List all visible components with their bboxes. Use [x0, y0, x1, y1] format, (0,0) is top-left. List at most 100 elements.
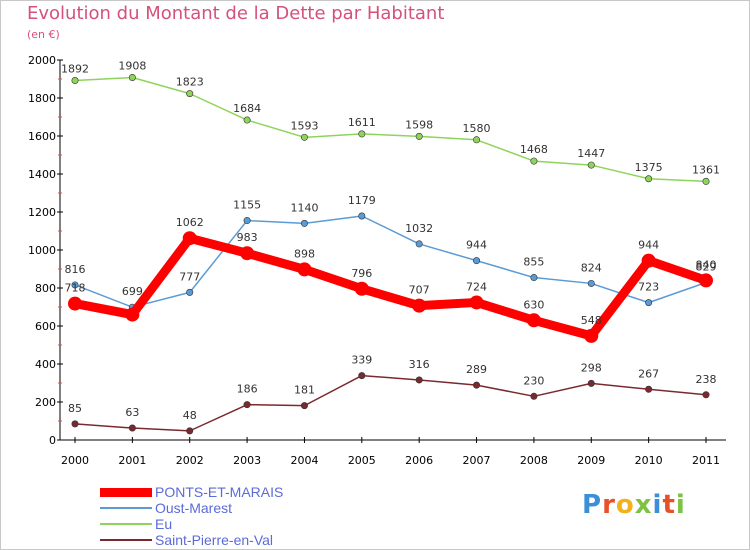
data-point-ponts-et-marais — [699, 273, 713, 288]
data-label-oust-marest: 816 — [65, 263, 86, 276]
data-point-oust-marest — [415, 240, 423, 248]
x-tick-label: 2011 — [692, 454, 720, 467]
y-tick-label: 400 — [35, 358, 56, 371]
data-label-eu: 1447 — [577, 147, 605, 160]
data-label-oust-marest: 699 — [122, 285, 143, 298]
data-label-eu: 1611 — [348, 116, 376, 129]
data-point-eu — [530, 157, 538, 165]
data-point-saint-pierre-en-val — [300, 402, 308, 410]
series-line-eu — [74, 76, 707, 183]
data-point-oust-marest — [530, 274, 538, 282]
data-point-eu — [645, 175, 653, 183]
y-tick-label: 0 — [49, 434, 56, 447]
data-label-saint-pierre-en-val: 181 — [294, 384, 315, 397]
x-tick-label: 2003 — [233, 454, 261, 467]
y-tick-label: 1600 — [28, 130, 56, 143]
data-label-oust-marest: 723 — [638, 281, 659, 294]
data-point-eu — [587, 161, 595, 169]
data-label-oust-marest: 777 — [179, 270, 200, 283]
data-point-eu — [702, 177, 710, 185]
data-point-oust-marest — [358, 212, 366, 220]
data-label-eu: 1375 — [635, 161, 663, 174]
data-label-ponts-et-marais: 983 — [237, 231, 258, 244]
y-tick-label: 200 — [35, 396, 56, 409]
data-point-eu — [128, 73, 136, 81]
line-chart: 0 200 400 600 800 1000 1200 1400 1600 1800 2000 200… — [28, 54, 726, 467]
data-point-ponts-et-marais — [297, 262, 312, 277]
data-point-oust-marest — [645, 299, 653, 307]
data-label-ponts-et-marais: 796 — [351, 267, 372, 280]
data-label-oust-marest: 1155 — [233, 199, 261, 212]
data-point-saint-pierre-en-val — [358, 372, 366, 380]
data-point-oust-marest — [243, 217, 251, 225]
x-tick-label: 2007 — [463, 454, 491, 467]
data-point-ponts-et-marais — [584, 328, 599, 343]
proxiti-logo: Proxiti — [582, 490, 686, 520]
data-label-oust-marest: 829 — [696, 260, 717, 273]
data-point-saint-pierre-en-val — [128, 424, 136, 432]
legend-item-eu: Eu — [100, 516, 283, 532]
x-tick-label: 2001 — [118, 454, 146, 467]
data-label-eu: 1684 — [233, 102, 261, 115]
legend-label: Eu — [155, 516, 173, 532]
data-label-ponts-et-marais: 944 — [638, 239, 659, 252]
data-point-saint-pierre-en-val — [415, 376, 423, 384]
y-tick-label: 1200 — [28, 206, 56, 219]
data-label-saint-pierre-en-val: 48 — [183, 409, 197, 422]
data-label-oust-marest: 1032 — [405, 222, 433, 235]
x-tick-label: 2000 — [61, 454, 89, 467]
data-label-oust-marest: 824 — [581, 261, 602, 274]
series-line-oust-marest — [74, 215, 707, 308]
data-label-ponts-et-marais: 630 — [523, 298, 544, 311]
data-label-ponts-et-marais: 724 — [466, 280, 487, 293]
data-point-saint-pierre-en-val — [186, 427, 194, 435]
y-tick-label: 800 — [35, 282, 56, 295]
data-point-ponts-et-marais — [354, 281, 369, 296]
data-label-saint-pierre-en-val: 238 — [696, 373, 717, 386]
legend-swatch-oust-marest — [100, 507, 152, 509]
x-tick-label: 2009 — [577, 454, 605, 467]
data-point-ponts-et-marais — [469, 295, 484, 310]
data-label-saint-pierre-en-val: 298 — [581, 361, 602, 374]
data-label-ponts-et-marais: 898 — [294, 247, 315, 260]
y-tick-label: 2000 — [28, 54, 56, 67]
data-label-ponts-et-marais: 840 — [696, 258, 717, 271]
data-label-saint-pierre-en-val: 339 — [351, 354, 372, 367]
legend-swatch-eu — [100, 523, 152, 525]
data-label-saint-pierre-en-val: 63 — [125, 406, 139, 419]
data-point-ponts-et-marais — [526, 313, 541, 328]
chart-subtitle: (en €) — [27, 28, 60, 41]
y-tick-label: 1400 — [28, 168, 56, 181]
data-point-eu — [473, 136, 481, 144]
data-label-eu: 1593 — [290, 119, 318, 132]
data-point-eu — [243, 116, 251, 124]
data-label-eu: 1892 — [61, 63, 89, 76]
legend-label: Saint-Pierre-en-Val — [155, 532, 274, 548]
x-tick-label: 2008 — [520, 454, 548, 467]
legend-label: PONTS-ET-MARAIS — [155, 484, 284, 500]
data-point-ponts-et-marais — [182, 231, 197, 246]
data-label-oust-marest: 1179 — [348, 194, 376, 207]
data-label-oust-marest: 855 — [523, 256, 544, 269]
data-point-eu — [186, 90, 194, 98]
y-tick-label: 1800 — [28, 92, 56, 105]
data-point-saint-pierre-en-val — [645, 385, 653, 393]
data-label-eu: 1580 — [463, 122, 491, 135]
y-tick-label: 600 — [35, 320, 56, 333]
data-label-saint-pierre-en-val: 85 — [68, 402, 82, 415]
data-label-eu: 1468 — [520, 143, 548, 156]
data-point-oust-marest — [186, 288, 194, 296]
x-tick-label: 2006 — [405, 454, 433, 467]
data-point-eu — [300, 133, 308, 141]
legend-item-saint-pierre-en-val: Saint-Pierre-en-Val — [100, 532, 283, 548]
data-label-saint-pierre-en-val: 316 — [409, 358, 430, 371]
series-line-ponts-et-marais — [70, 233, 711, 341]
data-point-eu — [358, 130, 366, 138]
data-label-eu: 1361 — [692, 163, 720, 176]
series-line-saint-pierre-en-val — [74, 374, 707, 432]
data-point-ponts-et-marais — [125, 307, 140, 322]
data-label-oust-marest: 1140 — [290, 201, 318, 214]
chart-title: Evolution du Montant de la Dette par Hab… — [27, 3, 445, 24]
data-label-eu: 1823 — [176, 76, 204, 89]
